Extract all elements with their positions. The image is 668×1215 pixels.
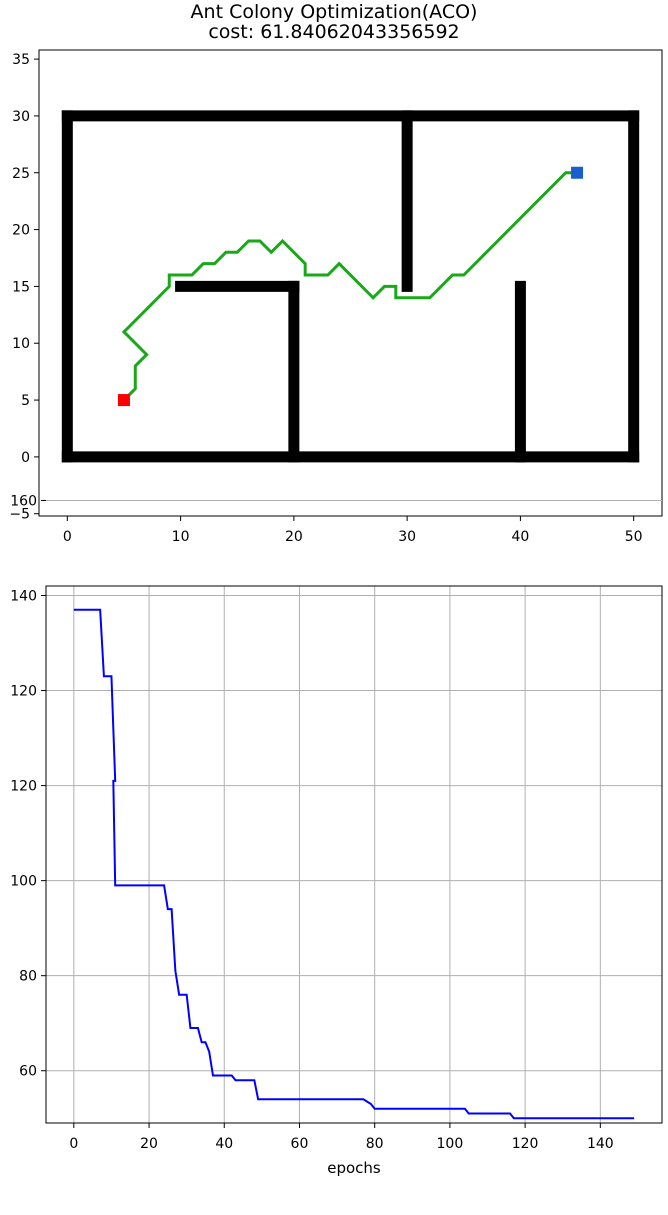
y-tick-label-8: 35 <box>12 52 30 68</box>
y-tick-label-4: 120 <box>10 684 37 700</box>
y-axis-ticks: 60 80 100 120 120 140 160 <box>10 493 46 1080</box>
obstacle-walls <box>61 110 640 463</box>
x-tick-label-1: 10 <box>172 529 190 545</box>
y-tick-label-3: 120 <box>10 779 37 795</box>
y-tick-label-7: 30 <box>12 109 30 125</box>
plot-frame <box>45 585 663 1124</box>
x-tick-label-0: 0 <box>63 529 72 545</box>
endpoint-markers <box>117 166 584 407</box>
y-axis-ticks: −5 0 5 10 15 20 25 30 35 <box>9 52 39 523</box>
y-tick-label-5: 140 <box>10 589 37 605</box>
x-tick-label-1: 20 <box>140 1136 158 1152</box>
path-series <box>121 171 578 402</box>
goal-marker <box>571 166 584 179</box>
x-tick-label-3: 30 <box>398 529 416 545</box>
y-tick-label-2: 100 <box>10 874 37 890</box>
x-tick-label-0: 0 <box>69 1136 78 1152</box>
grid-lines <box>46 499 662 1123</box>
x-tick-label-4: 40 <box>511 529 529 545</box>
x-tick-label-5: 50 <box>625 529 643 545</box>
x-tick-label-3: 60 <box>291 1136 309 1152</box>
y-tick-label-6: 160 <box>10 493 37 509</box>
x-tick-label-2: 40 <box>215 1136 233 1152</box>
x-tick-label-6: 120 <box>512 1136 539 1152</box>
x-tick-label-7: 140 <box>587 1136 614 1152</box>
x-axis-label: epochs <box>327 1159 381 1177</box>
plot-frame <box>38 49 663 517</box>
path-line <box>121 171 578 402</box>
y-tick-label-2: 5 <box>21 393 30 409</box>
x-tick-label-4: 80 <box>366 1136 384 1152</box>
x-tick-label-5: 100 <box>437 1136 464 1152</box>
path-planning-chart: 0 10 20 30 40 50 −5 0 5 10 15 20 25 30 35 <box>9 49 663 545</box>
x-axis-ticks: 0 20 40 60 80 100 120 140 <box>69 1123 614 1152</box>
x-tick-label-2: 20 <box>285 529 303 545</box>
y-tick-label-1: 80 <box>19 969 37 985</box>
y-tick-label-6: 25 <box>12 166 30 182</box>
chart-subtitle: cost: 61.84062043356592 <box>208 21 460 43</box>
y-tick-label-3: 10 <box>12 336 30 352</box>
y-tick-label-1: 0 <box>21 450 30 466</box>
y-tick-label-5: 20 <box>12 223 30 239</box>
chart-title: Ant Colony Optimization(ACO) <box>190 1 478 23</box>
cost-series <box>73 608 635 1120</box>
cost-line <box>73 608 635 1120</box>
x-axis-ticks: 0 10 20 30 40 50 <box>63 516 643 545</box>
start-marker <box>117 394 130 407</box>
y-tick-label-0: 60 <box>19 1064 37 1080</box>
y-tick-label-4: 15 <box>12 279 30 295</box>
y-tick-label-0: −5 <box>9 507 30 523</box>
